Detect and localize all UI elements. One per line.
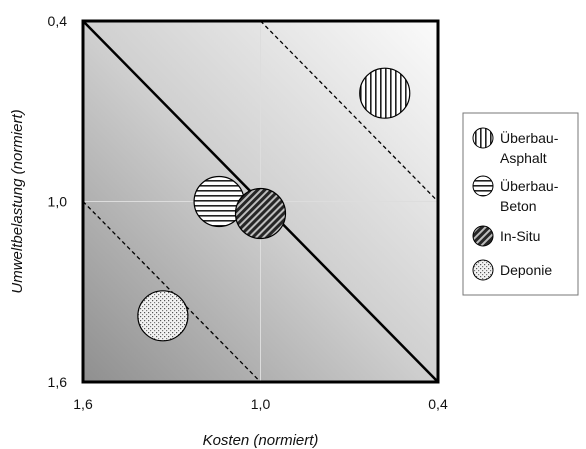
data-points [137,67,411,342]
legend-swatch-2 [472,225,494,247]
legend-label: In-Situ [500,228,540,244]
point-deponie [137,290,189,342]
legend-label: Überbau- [500,129,559,146]
dashed-reference-line-2 [82,201,261,383]
legend-swatch-1 [472,175,494,197]
x-axis-label: Kosten (normiert) [203,432,319,449]
legend-label: Beton [500,198,537,214]
dashed-reference-line-1 [260,20,439,202]
legend-label: Deponie [500,262,552,278]
legend-swatch-0 [472,127,494,149]
y-axis-label: Umweltbelastung (normiert) [9,109,26,293]
tick-labels: 1,6 1,0 0,4 0,4 1,0 1,6 [48,13,448,412]
y-tick-label: 1,6 [48,374,68,390]
point--berbau-asphalt [359,67,411,119]
point-in-situ [234,187,287,240]
legend-swatch-3 [472,259,494,281]
y-tick-label: 1,0 [48,194,68,210]
y-tick-label: 0,4 [48,13,68,29]
legend: Überbau- Asphalt Überbau- Beton In-Situ Depon… [462,112,579,296]
x-tick-label: 1,6 [73,396,93,412]
x-tick-label: 1,0 [251,396,271,412]
legend-label: Asphalt [500,150,547,166]
x-tick-label: 0,4 [428,396,448,412]
plot-frame [81,19,440,384]
legend-label: Überbau- [500,177,559,194]
